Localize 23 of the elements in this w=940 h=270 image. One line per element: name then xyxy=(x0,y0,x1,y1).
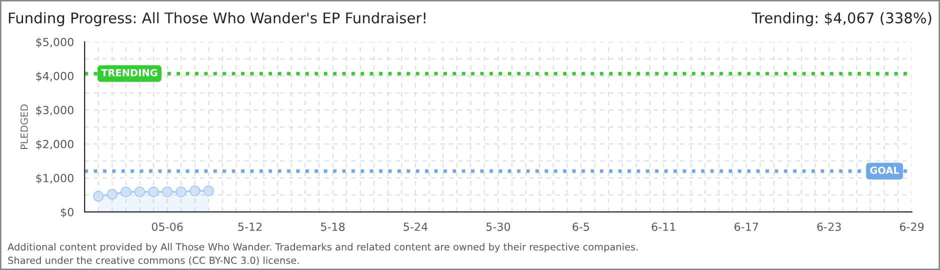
chart-title: Funding Progress: All Those Who Wander's EP Fundraiser! xyxy=(8,12,426,26)
x-tick-label: 6-11 xyxy=(652,222,676,231)
x-tick-label: 6-29 xyxy=(900,222,924,231)
x-tick-label: 6-5 xyxy=(572,222,590,231)
y-axis-title: PLEDGED xyxy=(20,104,28,149)
x-tick-label: 05-06 xyxy=(152,222,183,231)
y-tick-label: $2,000 xyxy=(36,140,74,150)
x-tick-label: 5-24 xyxy=(404,222,428,231)
x-tick-label: 5-30 xyxy=(486,222,510,231)
y-tick-label: $1,000 xyxy=(36,174,74,184)
y-tick-label: $5,000 xyxy=(36,38,74,48)
ref-line-label: GOAL xyxy=(870,166,900,174)
y-tick-label: $4,000 xyxy=(36,72,74,82)
x-tick-label: 5-12 xyxy=(238,222,262,231)
text: Additional content provided by All Those Who Wander. Trademarks and related content are owned by their respective companies. xyxy=(8,243,638,252)
y-tick-label: $3,000 xyxy=(36,106,74,116)
text: Shared under the creative commons (CC BY-NC 3.0) license. xyxy=(8,256,299,266)
chart-subtitle: Trending: $4,067 (338%) xyxy=(752,12,932,26)
ref-line-label: TRENDING xyxy=(101,69,158,76)
x-tick-label: 5-18 xyxy=(321,222,345,231)
y-tick-label: $0 xyxy=(60,208,74,218)
x-tick-label: 6-17 xyxy=(734,222,758,231)
x-tick-label: 6-23 xyxy=(817,222,841,231)
